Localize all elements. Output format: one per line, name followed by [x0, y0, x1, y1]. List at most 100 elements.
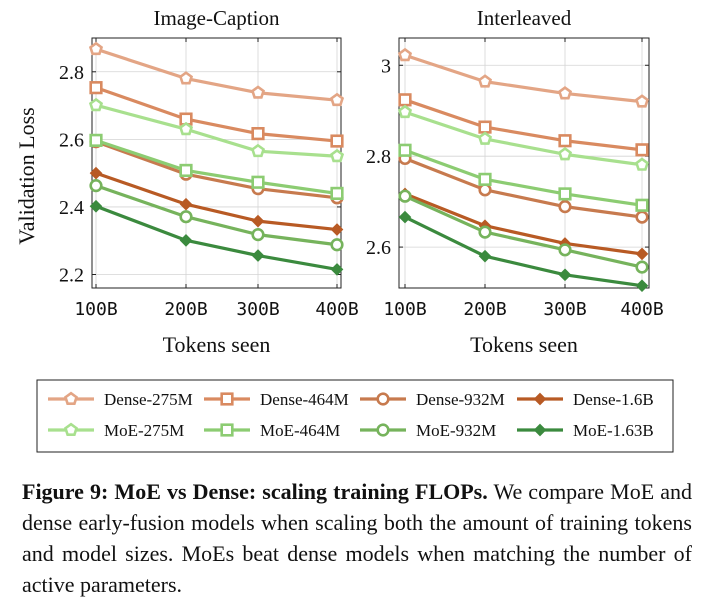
series-MoE-275M [88, 97, 345, 163]
legend-entry: MoE-932M [360, 421, 496, 440]
series-MoE-932M [398, 189, 649, 274]
y-axis-label: Validation Loss [14, 107, 39, 245]
figure: 2.2 2.4 2.6 2.8 100B 200B 300B 400B Image-Captio… [14, 6, 674, 453]
data-point [330, 134, 344, 148]
legend-label: MoE-275M [104, 421, 184, 440]
data-point [251, 228, 265, 242]
x-tick-label: 100B [383, 299, 426, 320]
x-axis-label: Tokens seen [163, 332, 271, 357]
data-point [478, 225, 492, 239]
series-line [404, 148, 643, 207]
legend-label: Dense-464M [260, 390, 349, 409]
data-point [558, 243, 572, 257]
data-point [251, 127, 265, 141]
legend-marker [376, 423, 390, 437]
data-point [634, 94, 650, 108]
data-point [330, 263, 344, 276]
series-Dense-275M [88, 41, 345, 107]
y-tick-label: 3 [381, 55, 391, 77]
legend-marker [63, 422, 79, 436]
data-point [635, 143, 649, 157]
legend-marker [63, 391, 79, 405]
data-point [179, 210, 193, 224]
data-point [330, 223, 344, 236]
legend-label: Dense-932M [416, 390, 505, 409]
series-Dense-932M [89, 135, 344, 205]
legend-marker [220, 392, 234, 406]
legend-label: Dense-1.6B [573, 390, 654, 409]
legend-entry: Dense-932M [360, 390, 505, 409]
data-point [398, 189, 412, 203]
caption-label: Figure 9: MoE vs Dense: scaling training… [22, 479, 488, 504]
legend-marker [220, 423, 234, 437]
y-tick-label: 2.6 [366, 237, 391, 259]
series-Dense-275M [397, 47, 650, 108]
data-point [89, 179, 103, 193]
y-tick-label: 2.2 [59, 264, 84, 286]
y-tick-label: 2.6 [59, 129, 84, 151]
data-point [635, 210, 649, 224]
x-tick-label: 200B [463, 299, 506, 320]
x-tick-label: 400B [315, 299, 358, 320]
x-tick-label: 300B [543, 299, 586, 320]
data-point [398, 210, 412, 224]
y-tick-label: 2.8 [366, 146, 391, 168]
legend-entry: MoE-1.63B [517, 421, 654, 440]
data-point [634, 157, 650, 171]
series-Dense-1.6B [89, 166, 344, 236]
figure-caption: Figure 9: MoE vs Dense: scaling training… [22, 476, 692, 600]
data-point [398, 143, 412, 157]
series-line [95, 204, 338, 271]
series-line [95, 184, 338, 247]
series-line [95, 171, 338, 232]
data-point [251, 249, 265, 262]
legend-marker [376, 392, 390, 406]
data-point [397, 47, 413, 62]
data-point [179, 197, 193, 211]
x-tick-label: 100B [74, 299, 117, 320]
legend: Dense-275M Dense-464M Dense-932M Dense-1.6B… [36, 379, 674, 453]
data-point [635, 279, 649, 293]
chart-title: Interleaved [477, 6, 572, 30]
x-tick-label: 400B [620, 299, 663, 320]
data-point [558, 268, 572, 282]
series-line [95, 47, 338, 102]
data-point [558, 187, 572, 201]
data-point [477, 74, 493, 88]
series-line [95, 138, 338, 195]
legend-marker [533, 423, 547, 437]
chart-panel-1: 2.2 2.4 2.6 2.8 100B 200B 300B 400B Image-Captio… [14, 6, 359, 357]
x-axis-label: Tokens seen [470, 332, 578, 357]
chart-panel-2: 2.6 2.8 3 100B 200B 300B 400B Interleaved Tokens… [366, 6, 664, 357]
series-MoE-1.63B [89, 199, 344, 276]
y-tick-label: 2.8 [59, 62, 84, 84]
data-point [178, 71, 194, 85]
data-point [330, 186, 344, 201]
legend-label: Dense-275M [104, 390, 193, 409]
data-point [330, 238, 344, 252]
data-point [635, 260, 649, 274]
data-point [179, 163, 193, 178]
data-point [398, 93, 412, 107]
y-tick-label: 2.4 [59, 197, 84, 219]
data-point [478, 183, 492, 197]
series-line [404, 98, 643, 152]
data-point [478, 249, 492, 263]
data-point [558, 200, 572, 214]
data-point [89, 166, 103, 180]
plot-frame [91, 37, 342, 289]
data-point [251, 214, 265, 228]
data-point [329, 92, 345, 107]
data-point [251, 175, 265, 189]
data-point [397, 104, 413, 119]
series-MoE-464M [89, 133, 344, 201]
series-line [95, 140, 338, 200]
series-MoE-932M [89, 179, 344, 252]
series-MoE-275M [397, 104, 650, 171]
data-point [89, 81, 103, 95]
series-line [95, 86, 338, 143]
legend-entry: MoE-275M [48, 421, 184, 440]
data-point [88, 97, 104, 112]
series-line [404, 53, 643, 104]
series-line [404, 192, 643, 256]
